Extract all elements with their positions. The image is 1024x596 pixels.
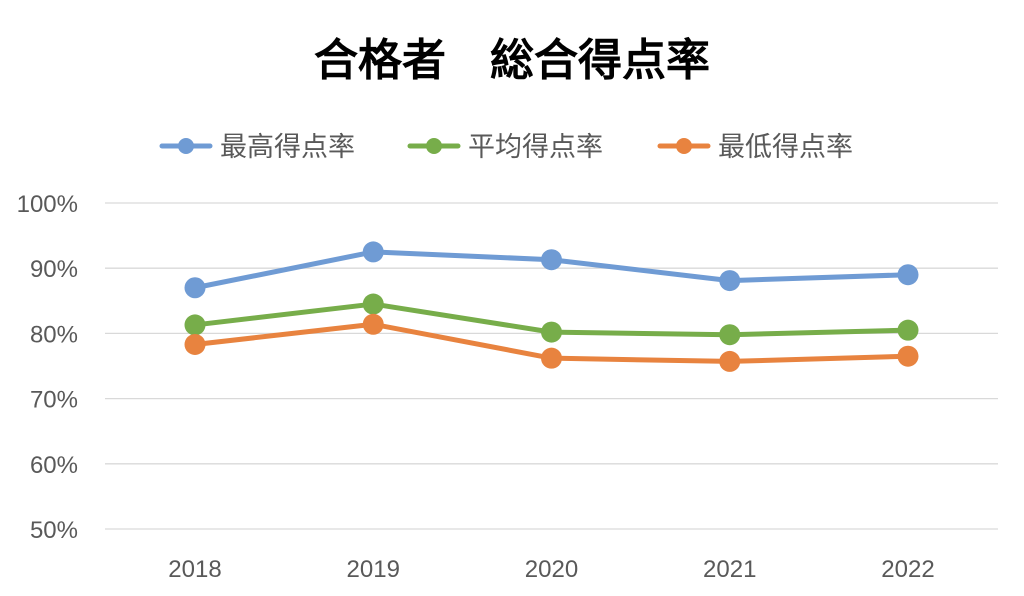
y-tick-label: 60% [30, 452, 78, 479]
legend-marker-min [676, 138, 692, 154]
x-tick-label: 2021 [703, 556, 756, 583]
y-tick-label: 70% [30, 387, 78, 414]
series-min [184, 313, 919, 372]
y-tick-label: 80% [30, 321, 78, 348]
data-point-max [719, 270, 741, 292]
series-avg [184, 293, 919, 346]
data-point-max [541, 249, 562, 271]
legend-marker-avg [426, 138, 442, 154]
x-tick-label: 2022 [881, 556, 934, 583]
x-tick-label: 2020 [525, 556, 578, 583]
legend-item-avg: 平均得点率 [407, 132, 603, 163]
data-point-avg [541, 321, 562, 343]
data-point-avg [719, 324, 741, 346]
data-point-min [362, 313, 384, 335]
legend-item-max: 最高得点率 [159, 132, 355, 163]
x-tick-label: 2019 [347, 556, 400, 583]
data-point-avg [362, 293, 384, 315]
y-tick-label: 100% [17, 191, 78, 218]
y-tick-label: 90% [30, 256, 78, 283]
data-point-min [897, 345, 919, 367]
data-point-min [184, 333, 206, 355]
series-layer [184, 241, 919, 372]
legend-item-min: 最低得点率 [657, 132, 853, 163]
legend-marker-max [178, 138, 194, 154]
data-point-avg [184, 314, 206, 336]
chart-title: 合格者 総合得点率 [314, 35, 710, 86]
data-point-min [541, 347, 562, 369]
legend-label-avg: 平均得点率 [468, 132, 603, 163]
data-point-max [897, 264, 919, 286]
data-point-max [184, 277, 206, 299]
legend-label-min: 最低得点率 [718, 132, 853, 163]
data-point-min [719, 350, 741, 372]
y-tick-label: 50% [30, 517, 78, 544]
legend-label-max: 最高得点率 [220, 132, 355, 163]
data-point-max [362, 241, 384, 263]
series-max [184, 241, 919, 299]
y-axis: 100% 90% 80% 70% 60% 50% [17, 191, 78, 544]
data-point-avg [897, 319, 919, 341]
x-axis: 2018 2019 2020 2021 2022 [168, 556, 934, 583]
x-tick-label: 2018 [168, 556, 221, 583]
legend: 最高得点率 平均得点率 最低得点率 [159, 132, 853, 163]
